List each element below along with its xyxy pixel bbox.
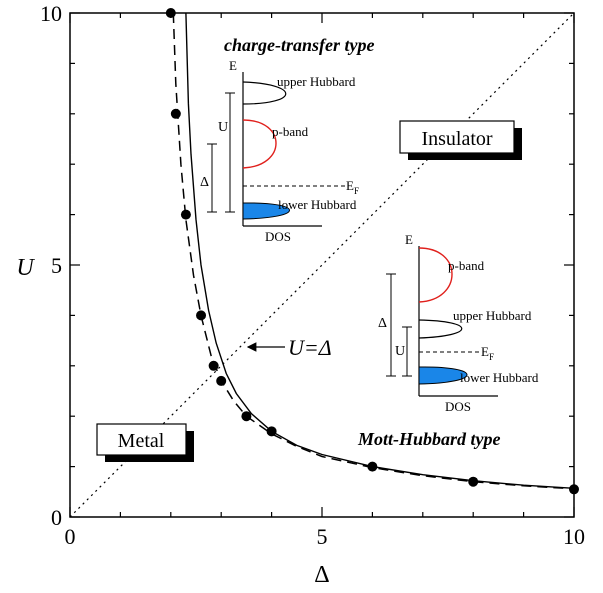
y-tick-label: 5: [51, 253, 62, 278]
mott-hubbard-title: Mott-Hubbard type: [357, 429, 501, 449]
inset1-pband: [242, 119, 277, 169]
x-axis-label: Δ: [314, 562, 329, 588]
inset2-pband: [418, 247, 453, 303]
metal-label-box: Metal: [96, 423, 194, 462]
inset2-pband-label: p-band: [448, 258, 485, 273]
insulator-label-box: Insulator: [399, 120, 522, 160]
tick-labels: 0 5 10 0 5 10: [40, 1, 585, 549]
charge-transfer-title: charge-transfer type: [224, 35, 374, 55]
insulator-label: Insulator: [421, 128, 492, 150]
inset2-upper-hubbard-band: [418, 319, 463, 339]
dashed-fit-line: [172, 12, 575, 490]
inset1-lower-label: lower Hubbard: [278, 197, 357, 212]
inset2-dos-label: DOS: [445, 399, 471, 414]
y-tick-label: 10: [40, 1, 62, 26]
inset1-lower-hubbard-band: [242, 202, 290, 220]
inset1-dos-label: DOS: [265, 229, 291, 244]
x-tick-label: 0: [65, 524, 76, 549]
series-layer: [69, 8, 579, 518]
inset2-fermi-label: EF: [481, 344, 494, 362]
data-point: [165, 8, 176, 18]
inset-mott-hubbard: E DOS p-band upper Hubbard EF lower Hubb…: [378, 232, 539, 414]
inset1-upper-hubbard-band: [242, 81, 287, 105]
inset1-e-label: E: [229, 58, 237, 73]
inset2-u-label: U: [395, 344, 405, 359]
inset1-u-label: U: [218, 120, 228, 135]
x-tick-label: 10: [563, 524, 585, 549]
inset1-pband-label: p-band: [272, 124, 309, 139]
inset2-upper-label: upper Hubbard: [453, 308, 532, 323]
y-tick-label: 0: [51, 505, 62, 530]
data-point: [180, 209, 191, 220]
x-tick-label: 5: [317, 524, 328, 549]
y-axis-label: U: [16, 255, 35, 281]
inset1-delta-label: Δ: [200, 175, 209, 190]
metal-label: Metal: [118, 430, 165, 452]
data-point: [170, 108, 181, 119]
diagonal-label: U=Δ: [288, 335, 332, 360]
inset2-e-label: E: [405, 232, 413, 247]
diagonal-annotation: U=Δ: [246, 335, 332, 360]
inset2-lower-hubbard-band: [418, 366, 468, 385]
inset1-upper-label: upper Hubbard: [277, 74, 356, 89]
inset2-delta-label: Δ: [378, 316, 387, 331]
solid-boundary-line: [185, 12, 575, 489]
inset-charge-transfer: E DOS upper Hubbard p-band EF lower Hubb…: [200, 58, 359, 244]
inset2-lower-label: lower Hubbard: [460, 370, 539, 385]
data-point: [569, 484, 579, 495]
data-point: [468, 476, 479, 487]
inset1-fermi-label: EF: [346, 178, 359, 196]
